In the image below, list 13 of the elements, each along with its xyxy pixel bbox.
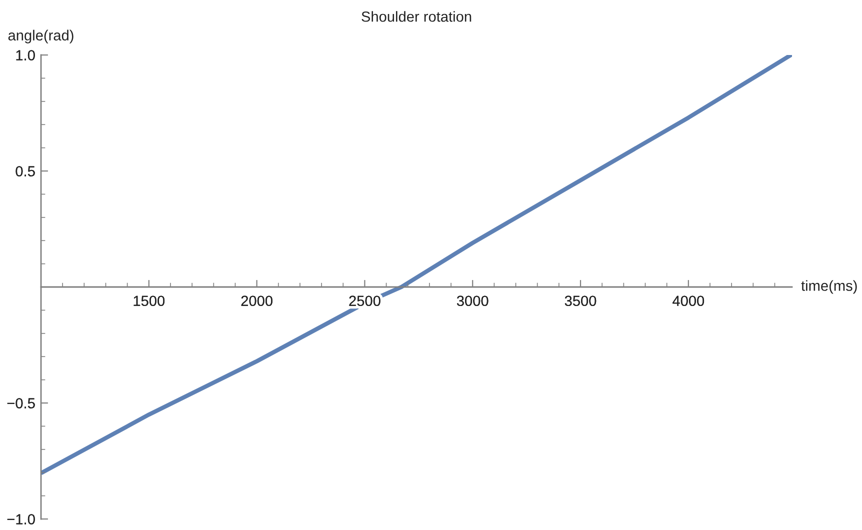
y-tick-label: 1.0 [16,50,35,60]
x-axis-title: time(ms) [801,280,857,294]
x-tick-label: 3500 [564,296,596,306]
line-series [41,55,792,475]
x-tick-label: 3000 [456,296,488,306]
x-tick-label: 2000 [241,296,272,306]
chart-title: Shoulder rotation [362,11,472,22]
y-tick-label: −0.5 [7,398,35,408]
x-tick-label: 4000 [672,296,704,306]
y-axis-title: angle(rad) [8,30,74,44]
y-tick-label: −1.0 [7,514,35,524]
y-tick-label: 0.5 [16,166,35,176]
x-tick-label: 1500 [134,296,165,306]
